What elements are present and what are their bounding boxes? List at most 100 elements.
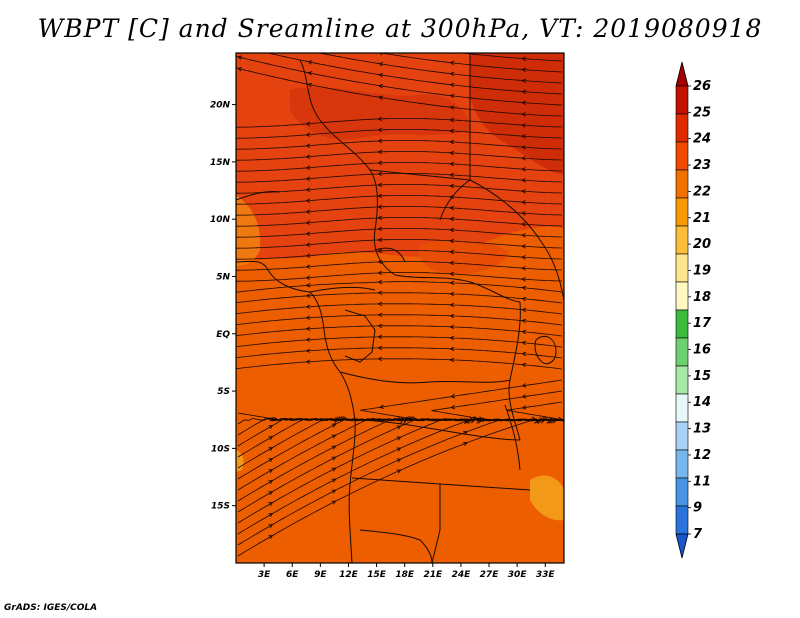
lat-tick-label: 10S bbox=[211, 444, 230, 454]
streamline bbox=[236, 272, 563, 282]
streamline-arrow bbox=[377, 301, 383, 307]
streamline-arrow bbox=[268, 480, 274, 485]
lat-tick-label: 15N bbox=[210, 158, 231, 168]
streamline bbox=[236, 303, 563, 315]
streamline bbox=[236, 140, 563, 150]
streamline-arrow bbox=[377, 345, 383, 351]
streamline-arrow bbox=[268, 524, 274, 529]
streamline-arrow bbox=[521, 233, 526, 238]
colorbar-segment bbox=[675, 253, 689, 283]
streamline-arrow bbox=[377, 237, 383, 243]
map-title: WBPT [C] and Sreamline at 300hPa, VT: 20… bbox=[37, 14, 763, 43]
streamline bbox=[237, 418, 564, 546]
colorbar-segment bbox=[675, 113, 689, 143]
colorbar-segment bbox=[675, 281, 689, 311]
colorbar-segment bbox=[675, 477, 689, 507]
streamline-arrow bbox=[449, 105, 455, 110]
lon-axis: 3E 6E 9E 12E 15E 18E 21E 24E 27E 30E 33E bbox=[258, 563, 555, 580]
streamline-arrow bbox=[521, 255, 526, 260]
colorbar-segment bbox=[675, 449, 689, 479]
lon-tick-label: 27E bbox=[480, 570, 500, 580]
streamline-arrow bbox=[521, 244, 526, 249]
wbpt-zone-southwest-cool bbox=[236, 450, 244, 472]
streamline bbox=[236, 239, 563, 249]
streamline-arrow bbox=[449, 357, 455, 363]
streamline-arrow bbox=[521, 67, 526, 72]
streamline-arrow bbox=[521, 167, 526, 172]
lon-tick-label: 30E bbox=[508, 570, 528, 580]
colorbar-label: 25 bbox=[693, 105, 711, 120]
streamline-arrow bbox=[449, 216, 455, 222]
colorbar-label: 18 bbox=[693, 290, 711, 305]
lon-tick-label: 18E bbox=[395, 570, 415, 580]
streamline-arrow bbox=[521, 285, 527, 291]
streamline-arrow bbox=[450, 393, 456, 399]
streamline-arrow bbox=[377, 323, 383, 329]
streamline bbox=[236, 118, 563, 128]
streamline bbox=[236, 347, 563, 359]
streamline-arrow bbox=[449, 324, 455, 330]
colorbar-label: 9 bbox=[693, 501, 702, 516]
streamline-arrow bbox=[521, 222, 526, 227]
lon-tick-label: 3E bbox=[258, 570, 271, 580]
lon-tick-label: 24E bbox=[452, 570, 472, 580]
colorbar-segment bbox=[675, 197, 689, 227]
streamline-arrow bbox=[377, 290, 383, 296]
lon-tick-label: 21E bbox=[423, 570, 443, 580]
streamline-arrow bbox=[377, 334, 383, 340]
colorbar-segment bbox=[675, 337, 689, 367]
streamline-arrow bbox=[449, 139, 455, 145]
lat-tick-label: 5S bbox=[217, 387, 230, 397]
streamline-arrow bbox=[379, 404, 384, 410]
streamline-arrow bbox=[449, 128, 455, 134]
streamline bbox=[236, 250, 563, 260]
streamline-arrow bbox=[377, 127, 383, 133]
streamline-arrow bbox=[305, 154, 311, 159]
streamline-arrow bbox=[377, 204, 383, 210]
streamline-arrow bbox=[305, 176, 311, 181]
streamline-arrow bbox=[305, 209, 311, 214]
lat-tick-label: 15S bbox=[211, 502, 230, 512]
streamline-arrow bbox=[396, 425, 402, 430]
lon-tick-label: 12E bbox=[339, 570, 359, 580]
streamline-arrow bbox=[449, 313, 455, 319]
streamline-arrow bbox=[305, 121, 311, 126]
streamline-arrow bbox=[237, 67, 243, 72]
streamline-arrow bbox=[377, 138, 383, 144]
streamline-arrow bbox=[268, 469, 274, 474]
streamline-arrow bbox=[521, 145, 526, 150]
streamline-arrow bbox=[268, 447, 274, 452]
streamline bbox=[236, 358, 563, 370]
streamline-arrow bbox=[378, 95, 384, 100]
streamline-arrow bbox=[449, 82, 455, 88]
colorbar-segment bbox=[675, 393, 689, 423]
colorbar-top-triangle bbox=[675, 61, 689, 87]
streamline-arrow bbox=[307, 60, 313, 65]
streamline-arrow bbox=[378, 53, 383, 56]
streamline-arrow bbox=[331, 445, 337, 450]
streamline-arrow bbox=[449, 335, 455, 341]
streamline bbox=[236, 173, 563, 183]
streamline-arrow bbox=[449, 117, 455, 123]
streamline-arrow bbox=[449, 302, 455, 308]
wbpt-zone-north-warm bbox=[290, 87, 470, 140]
streamline-arrow bbox=[305, 326, 311, 331]
streamline-arrow bbox=[521, 56, 526, 61]
colorbar-label: 26 bbox=[693, 79, 711, 94]
colorbar-label: 12 bbox=[693, 448, 711, 463]
streamline-arrow bbox=[521, 134, 526, 139]
colorbar-label: 21 bbox=[693, 211, 711, 226]
lon-tick-label: 9E bbox=[314, 570, 327, 580]
streamline bbox=[236, 206, 563, 216]
streamline-arrow bbox=[521, 329, 527, 335]
streamline-arrow bbox=[463, 441, 469, 447]
streamline-arrow bbox=[268, 458, 274, 463]
streamline-arrow bbox=[521, 100, 526, 105]
map-field bbox=[236, 53, 564, 563]
streamline-arrow bbox=[331, 500, 337, 505]
streamline-arrow bbox=[305, 315, 311, 320]
streamline-arrow bbox=[449, 93, 455, 99]
streamline-arrow bbox=[305, 359, 311, 364]
streamline-arrow bbox=[449, 205, 455, 211]
